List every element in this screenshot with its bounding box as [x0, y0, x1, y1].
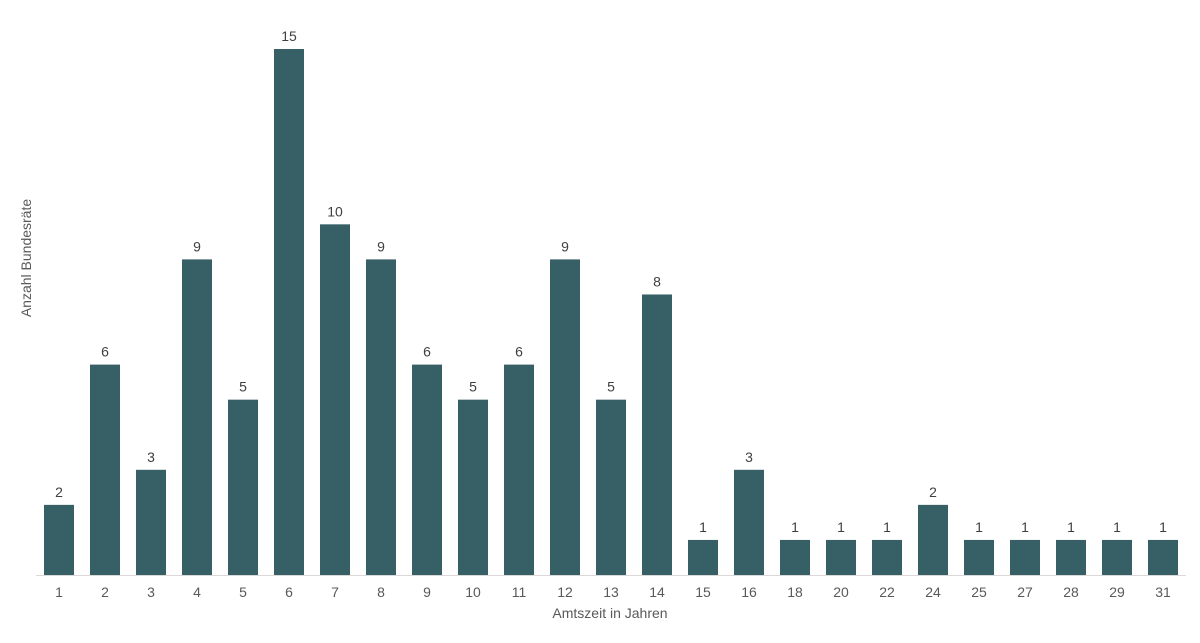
data-label-27: 1 [1021, 519, 1029, 535]
x-axis-label: Amtszeit in Jahren [552, 605, 668, 621]
data-label-28: 1 [1067, 519, 1075, 535]
data-label-2: 6 [101, 344, 109, 360]
bar-1 [44, 504, 74, 575]
x-tick-label-15: 15 [695, 584, 711, 600]
bar-27 [1010, 539, 1040, 575]
bar-22 [872, 539, 902, 575]
bar-16 [734, 469, 764, 575]
x-tick-label-13: 13 [603, 584, 619, 600]
data-label-22: 1 [883, 519, 891, 535]
data-label-14: 8 [653, 273, 661, 289]
x-tick-label-28: 28 [1063, 584, 1079, 600]
data-label-4: 9 [193, 238, 201, 254]
bar-2 [90, 364, 120, 575]
data-label-1: 2 [55, 484, 63, 500]
bar-15 [688, 539, 718, 575]
y-axis-label: Anzahl Bundesräte [18, 198, 34, 318]
x-tick-label-4: 4 [193, 584, 201, 600]
x-tick-label-24: 24 [925, 584, 941, 600]
x-tick-label-5: 5 [239, 584, 247, 600]
data-label-9: 6 [423, 344, 431, 360]
bar-7 [320, 224, 350, 576]
x-tick-label-27: 27 [1017, 584, 1033, 600]
bar-20 [826, 539, 856, 575]
data-label-11: 6 [515, 344, 523, 360]
bar-3 [136, 469, 166, 575]
data-label-8: 9 [377, 238, 385, 254]
data-label-10: 5 [469, 379, 477, 395]
bar-14 [642, 294, 672, 575]
x-tick-label-6: 6 [285, 584, 293, 600]
data-label-20: 1 [837, 519, 845, 535]
bar-12 [550, 259, 580, 575]
bar-10 [458, 399, 488, 575]
x-tick-label-31: 31 [1155, 584, 1171, 600]
bar-13 [596, 399, 626, 575]
x-tick-label-29: 29 [1109, 584, 1125, 600]
bar-28 [1056, 539, 1086, 575]
data-label-6: 15 [281, 28, 297, 44]
data-label-15: 1 [699, 519, 707, 535]
bar-29 [1102, 539, 1132, 575]
data-label-18: 1 [791, 519, 799, 535]
data-label-3: 3 [147, 449, 155, 465]
data-label-25: 1 [975, 519, 983, 535]
data-label-29: 1 [1113, 519, 1121, 535]
x-tick-label-16: 16 [741, 584, 757, 600]
data-label-31: 1 [1159, 519, 1167, 535]
data-label-5: 5 [239, 379, 247, 395]
bar-25 [964, 539, 994, 575]
x-tick-label-22: 22 [879, 584, 895, 600]
bar-24 [918, 504, 948, 575]
data-label-24: 2 [929, 484, 937, 500]
bar-8 [366, 259, 396, 575]
x-tick-label-1: 1 [55, 584, 63, 600]
bar-6 [274, 49, 304, 575]
bar-18 [780, 539, 810, 575]
bar-11 [504, 364, 534, 575]
x-tick-label-20: 20 [833, 584, 849, 600]
x-tick-label-7: 7 [331, 584, 339, 600]
data-label-12: 9 [561, 238, 569, 254]
x-tick-label-9: 9 [423, 584, 431, 600]
x-tick-label-14: 14 [649, 584, 665, 600]
x-tick-label-10: 10 [465, 584, 481, 600]
x-tick-label-3: 3 [147, 584, 155, 600]
data-label-13: 5 [607, 379, 615, 395]
data-label-16: 3 [745, 449, 753, 465]
bar-5 [228, 399, 258, 575]
x-tick-label-18: 18 [787, 584, 803, 600]
x-tick-label-12: 12 [557, 584, 573, 600]
x-tick-label-8: 8 [377, 584, 385, 600]
bar-4 [182, 259, 212, 575]
x-tick-label-25: 25 [971, 584, 987, 600]
bar-31 [1148, 539, 1178, 575]
data-label-7: 10 [327, 203, 343, 219]
bar-9 [412, 364, 442, 575]
x-tick-label-2: 2 [101, 584, 109, 600]
x-tick-label-11: 11 [512, 584, 527, 600]
